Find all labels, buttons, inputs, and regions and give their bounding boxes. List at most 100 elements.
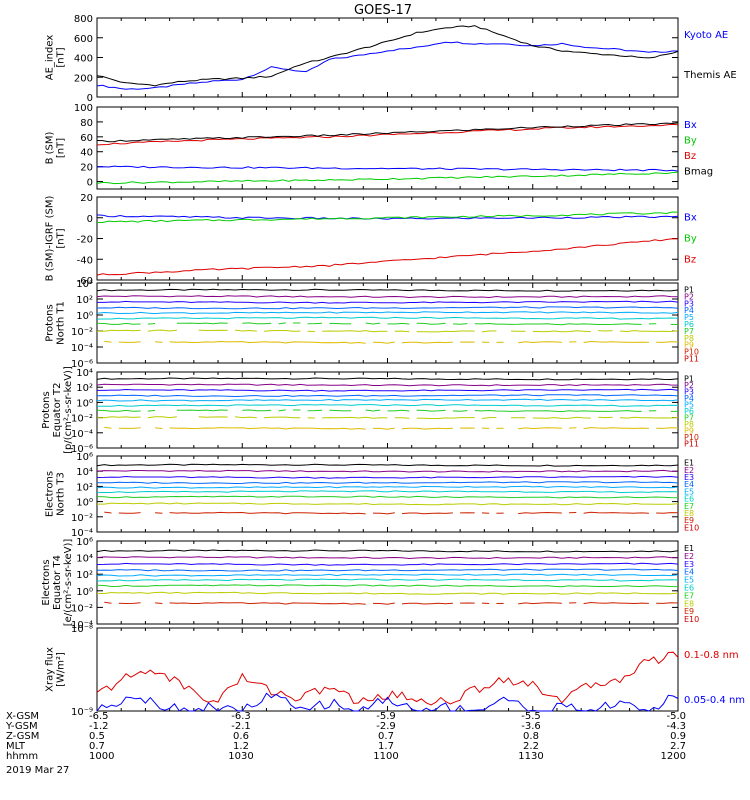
x-axis-value: 0.5 xyxy=(89,731,105,742)
series-line-p7 xyxy=(96,409,678,413)
series-line-e4 xyxy=(96,568,679,572)
panel-frame xyxy=(96,106,679,190)
y-tick-label: 800 xyxy=(74,14,93,25)
y-tick-label: -60 xyxy=(77,276,93,287)
legend-entry: E4 xyxy=(684,480,694,489)
y-tick-label: 10⁴ xyxy=(76,279,93,290)
y-tick-label: 10⁻² xyxy=(71,513,93,524)
y-axis-label: North T1 xyxy=(56,301,67,345)
y-tick-label: 10⁶ xyxy=(76,537,93,548)
y-tick-label: 10⁴ xyxy=(76,467,93,478)
x-axis-value: 1030 xyxy=(228,751,253,762)
y-tick-label: 400 xyxy=(74,54,93,65)
x-axis-value: 1200 xyxy=(661,751,686,762)
x-axis-row-label: MLT xyxy=(6,741,26,752)
legend-entry: P10 xyxy=(684,348,699,357)
legend-entry: 0.05-0.4 nm xyxy=(684,695,745,706)
x-axis-value: -4.3 xyxy=(666,721,686,732)
legend-entry: E1 xyxy=(684,459,694,468)
legend-entry: By xyxy=(684,135,697,146)
x-axis-value: 0.9 xyxy=(670,731,686,742)
y-tick-label: 10⁰ xyxy=(76,398,93,409)
legend-entry: E10 xyxy=(684,615,699,624)
y-axis-label: Protons xyxy=(41,391,52,428)
y-axis-label: Electrons xyxy=(45,471,56,517)
legend-entry: Bmag xyxy=(684,166,713,177)
y-tick-label: 0 xyxy=(87,214,93,225)
series-line-p9 xyxy=(104,340,679,344)
series-line-bx xyxy=(96,165,679,172)
x-axis-value: 1.2 xyxy=(233,741,249,752)
series-line-bz xyxy=(96,238,679,276)
series-line-e5 xyxy=(96,573,679,577)
x-axis-row-label: hhmm xyxy=(6,751,38,762)
x-axis-row-label: Y-GSM xyxy=(5,721,38,732)
y-tick-label: 10⁶ xyxy=(76,452,93,463)
legend-entry: P7 xyxy=(684,327,694,336)
series-line-p4 xyxy=(96,306,679,310)
y-axis-label: B (SM)-IGRF (SM) xyxy=(45,196,56,282)
legend-entry: P7 xyxy=(684,414,694,423)
x-axis-value: -5.0 xyxy=(666,711,686,722)
x-axis-row-label: Z-GSM xyxy=(6,731,39,742)
legend-entry: E6 xyxy=(684,583,694,592)
y-tick-label: 10⁴ xyxy=(76,554,93,565)
y-tick-label: 10⁻² xyxy=(71,603,93,614)
panel-frame xyxy=(96,17,679,98)
panel-frame xyxy=(96,540,679,625)
y-tick-label: 10⁴ xyxy=(76,368,93,379)
y-tick-label: 10⁻² xyxy=(71,327,93,338)
x-axis-value: -6.5 xyxy=(89,711,109,722)
y-tick-label: 10² xyxy=(76,295,93,306)
y-tick-label: 10⁻⁴ xyxy=(71,429,93,440)
series-line-p3 xyxy=(97,388,679,392)
y-axis-label: [p/(cm²-s-sr-keV)] xyxy=(63,366,74,454)
x-axis-value: 0.8 xyxy=(523,731,539,742)
y-tick-label: 100 xyxy=(74,103,93,114)
series-line-bz xyxy=(96,123,679,146)
legend-entry: P1 xyxy=(684,374,694,383)
legend-entry: P2 xyxy=(684,292,694,301)
series-line-p6 xyxy=(96,404,679,407)
legend-entry: E3 xyxy=(684,473,694,482)
series-line-kyoto-ae xyxy=(96,41,678,90)
y-tick-label: 10⁻⁴ xyxy=(71,620,93,631)
legend-entry: E5 xyxy=(684,487,694,496)
y-axis-label: [e/(cm²-s-sr-keV)] xyxy=(63,539,74,627)
y-axis-label: Electrons xyxy=(41,559,52,605)
series-line-0-1-0-8-nm xyxy=(96,651,679,706)
legend-entry: P5 xyxy=(684,313,694,322)
y-tick-label: 10⁻⁹ xyxy=(71,707,93,718)
panel-xray-flux: 10⁻⁸ 10⁻⁹ Xray flux [W/m²] 0.1-0.8 nm 0.05-0.… xyxy=(45,624,746,718)
legend-entry: E7 xyxy=(684,591,694,600)
x-axis-value: 1100 xyxy=(373,751,398,762)
panel-protons-north: 10⁴ 10² 10⁰ 10⁻² 10⁻⁴ 10⁻⁶ Protons North T1 P1P2… xyxy=(45,279,700,370)
y-tick-label: 10⁻⁴ xyxy=(71,528,93,539)
legend-entry: P11 xyxy=(684,440,699,449)
x-axis-value: -2.9 xyxy=(376,721,396,732)
panel-b-igrf: -60 -40 -20 0 20 B (SM)-IGRF (SM) [nT] Bx By Bz xyxy=(45,193,697,287)
series-line-by xyxy=(96,171,679,185)
y-tick-label: -40 xyxy=(77,255,93,266)
y-tick-label: 10⁻⁶ xyxy=(71,444,93,455)
legend-entry: P11 xyxy=(684,355,699,364)
legend-entry: By xyxy=(684,234,697,245)
y-tick-label: 80 xyxy=(80,118,93,129)
series-line-e9 xyxy=(104,601,679,605)
y-tick-label: 10⁻⁸ xyxy=(71,624,93,635)
series-line-e8 xyxy=(97,591,679,595)
series-line-e8 xyxy=(97,502,679,506)
series-line-e1 xyxy=(96,463,679,467)
y-tick-label: 10⁻² xyxy=(71,414,93,425)
y-tick-label: 60 xyxy=(80,133,93,144)
x-axis-value: 0.6 xyxy=(233,731,249,742)
panel-ae-index: 0 200 400 600 800 AE_index [nT] Kyoto AE Themis … xyxy=(45,14,737,104)
legend-entry: P8 xyxy=(684,420,694,429)
series-line-e6 xyxy=(96,490,679,494)
legend-entry: P6 xyxy=(684,320,694,329)
x-axis-value: 1000 xyxy=(89,751,114,762)
series-line-bx xyxy=(96,214,679,220)
legend-entry: P2 xyxy=(684,381,694,390)
